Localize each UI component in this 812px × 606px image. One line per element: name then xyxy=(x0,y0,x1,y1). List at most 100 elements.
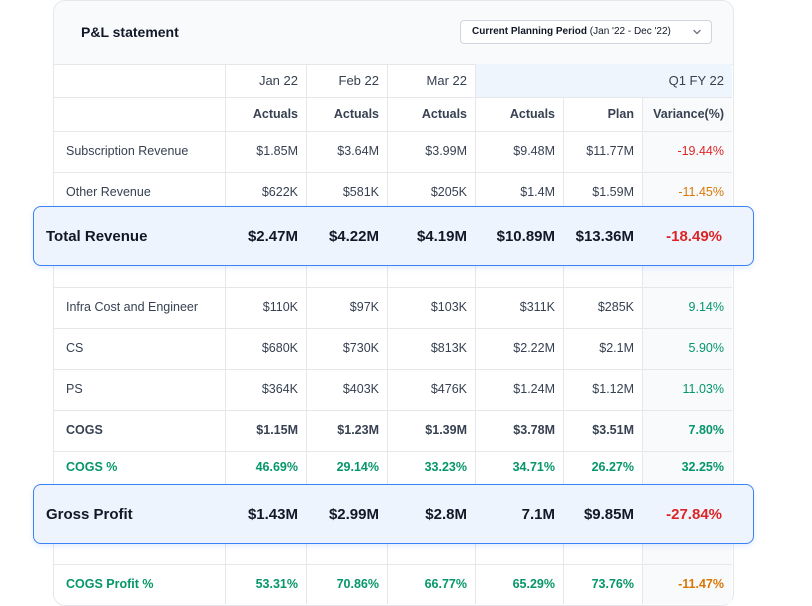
row-label: COGS Profit % xyxy=(66,577,154,591)
table-cell: $476K xyxy=(430,382,467,396)
table-cell: 65.29% xyxy=(512,577,555,591)
table-cell: 66.77% xyxy=(424,577,467,591)
table-cell: $1.12M xyxy=(592,382,634,396)
table-cell: $311K xyxy=(519,300,555,314)
table-cell: $103K xyxy=(430,300,467,314)
row-label: PS xyxy=(66,382,83,396)
grid-line xyxy=(54,97,732,98)
table-cell: 34.71% xyxy=(512,460,555,474)
variance-value: 5.90% xyxy=(688,341,724,355)
row-label: Infra Cost and Engineer xyxy=(66,300,199,314)
subheader-actuals: Actuals xyxy=(252,107,298,121)
subheader-actuals: Actuals xyxy=(509,107,555,121)
page-title: P&L statement xyxy=(81,24,179,40)
table-cell: 26.27% xyxy=(591,460,634,474)
table-cell: $1.85M xyxy=(256,144,298,158)
table-cell: $1.23M xyxy=(337,423,379,437)
table-cell: $4.19M xyxy=(416,228,467,245)
table-cell: $11.77M xyxy=(586,144,634,158)
subheader-actuals: Actuals xyxy=(333,107,379,121)
table-cell: 33.23% xyxy=(424,460,467,474)
period-range: (Jan '22 - Dec '22) xyxy=(589,26,671,37)
column-header-feb-22: Feb 22 xyxy=(338,73,379,88)
table-cell: $110K xyxy=(262,300,298,314)
table-cell: $97K xyxy=(349,300,379,314)
table-cell: $1.4M xyxy=(520,185,555,199)
table-cell: $13.36M xyxy=(575,228,634,245)
variance-value: 9.14% xyxy=(688,300,724,314)
grid-line xyxy=(54,131,732,132)
variance-value: -11.45% xyxy=(678,185,724,199)
column-divider xyxy=(475,64,476,604)
table-cell: $581K xyxy=(342,185,379,199)
table-cell: $4.22M xyxy=(328,228,379,245)
table-cell: $622K xyxy=(261,185,298,199)
q1-header-bg xyxy=(475,64,732,97)
table-cell: 73.76% xyxy=(591,577,634,591)
subheader-variance: Variance(%) xyxy=(653,107,724,121)
subheader-plan: Plan xyxy=(607,107,634,121)
column-header-mar-22: Mar 22 xyxy=(426,73,467,88)
table-cell: $3.51M xyxy=(592,423,634,437)
table-cell: $2.47M xyxy=(247,228,298,245)
table-cell: $813K xyxy=(430,341,467,355)
row-label: COGS xyxy=(66,423,103,437)
table-cell: $3.99M xyxy=(425,144,467,158)
table-cell: $2.1M xyxy=(599,341,634,355)
highlight-gross-profit xyxy=(33,484,754,544)
table-cell: $2.8M xyxy=(425,506,467,523)
variance-value: -11.47% xyxy=(678,577,724,591)
table-cell: $403K xyxy=(342,382,379,396)
column-divider xyxy=(225,64,226,604)
variance-value: 32.25% xyxy=(681,460,724,474)
table-cell: $680K xyxy=(261,341,298,355)
grid-line xyxy=(54,564,732,565)
table-cell: $3.64M xyxy=(337,144,379,158)
row-label: Total Revenue xyxy=(46,228,148,245)
column-divider xyxy=(306,64,307,604)
table-cell: $1.59M xyxy=(592,185,634,199)
grid-line xyxy=(54,328,732,329)
table-cell: $730K xyxy=(342,341,379,355)
table-cell: 7.1M xyxy=(521,506,555,523)
planning-period-dropdown[interactable]: Current Planning Period (Jan '22 - Dec '… xyxy=(460,20,712,44)
table-cell: $364K xyxy=(261,382,298,396)
column-divider xyxy=(642,98,643,604)
row-label: Subscription Revenue xyxy=(66,144,189,158)
row-label: Other Revenue xyxy=(66,185,151,199)
table-cell: $1.43M xyxy=(247,506,298,523)
card-header: P&L statement Current Planning Period (J… xyxy=(54,1,733,65)
variance-value: 7.80% xyxy=(688,423,724,437)
column-divider xyxy=(387,64,388,604)
chevron-down-icon xyxy=(693,29,701,35)
row-label: Gross Profit xyxy=(46,506,133,523)
variance-value: 11.03% xyxy=(682,382,724,396)
table-cell: $9.85M xyxy=(583,506,634,523)
table-cell: $1.15M xyxy=(256,423,298,437)
table-cell: $2.99M xyxy=(328,506,379,523)
variance-value: -27.84% xyxy=(666,506,722,523)
variance-value: -19.44% xyxy=(677,144,724,158)
grid-line xyxy=(54,287,732,288)
table-cell: $1.24M xyxy=(513,382,555,396)
table-cell: 53.31% xyxy=(255,577,298,591)
table-cell: 46.69% xyxy=(255,460,298,474)
table-cell: 29.14% xyxy=(336,460,379,474)
variance-value: -18.49% xyxy=(666,228,722,245)
period-label: Current Planning Period xyxy=(472,26,588,37)
grid-line xyxy=(54,369,732,370)
grid-line xyxy=(54,410,732,411)
column-divider xyxy=(563,98,564,604)
table-cell: $2.22M xyxy=(513,341,555,355)
table-cell: $285K xyxy=(597,300,634,314)
table-cell: $205K xyxy=(430,185,467,199)
table-cell: 70.86% xyxy=(336,577,379,591)
column-header-q1-fy22: Q1 FY 22 xyxy=(668,73,724,88)
grid-line xyxy=(54,451,732,452)
column-header-jan-22: Jan 22 xyxy=(258,73,298,88)
row-label: CS xyxy=(66,341,84,355)
row-label: COGS % xyxy=(66,460,118,474)
table-cell: $3.78M xyxy=(513,423,555,437)
highlight-total-revenue xyxy=(33,206,754,266)
table-cell: $9.48M xyxy=(513,144,555,158)
